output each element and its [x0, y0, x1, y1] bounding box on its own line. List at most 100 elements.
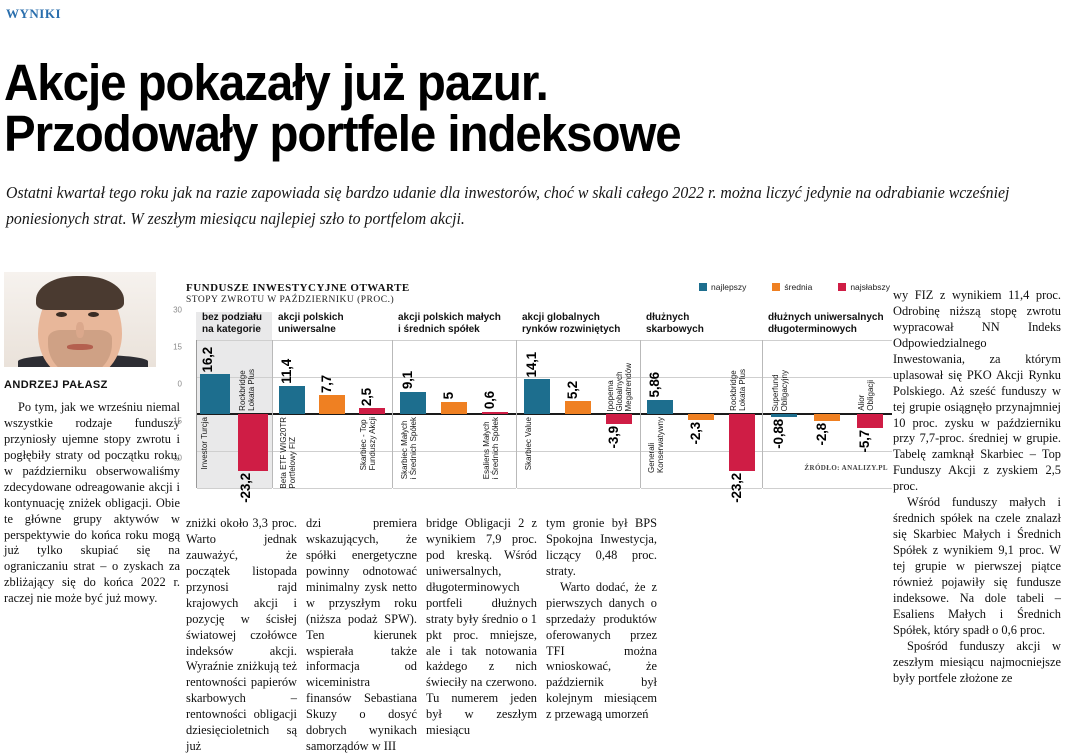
legend-item-najsłabszy: najsłabszy	[838, 282, 890, 292]
chart-group-label-line: akcji polskich małych	[398, 312, 501, 323]
chart-axis-box	[516, 340, 640, 489]
chart-bar-slot: 5,2	[557, 340, 598, 488]
chart-bar-series-label-line: Portfelowy FIZ	[287, 437, 297, 489]
chart-bar-series-label-line: Megatrendów	[624, 362, 634, 411]
y-axis-tick: 30	[173, 305, 182, 315]
chart-bar-slot: 0,6 Esaliens Małych i Średnich Spółek	[475, 340, 516, 488]
chart-gridline	[517, 340, 640, 341]
chart-group-label-line: długoterminowych	[768, 323, 857, 335]
chart-plot-area: bez podziału na kategorie 16,2 Investor Tur…	[196, 312, 892, 503]
chart-bar-slot: 9,1 Skarbiec Małych i Średnich Spółek	[392, 340, 433, 488]
chart-bars: 9,1 Skarbiec Małych i Średnich Spółek 5 0,6 E…	[392, 340, 516, 488]
chart-bar-series-label: Rockbridge Lokata Plus	[729, 369, 748, 411]
chart-axis-box	[392, 340, 516, 489]
photo-hair	[36, 276, 124, 310]
y-axis-tick: 0	[177, 379, 182, 389]
chart-bar-value: 5,86	[647, 372, 663, 398]
chart-bar-series-label: Esaliens Małych i Średnich Spółek	[482, 417, 501, 480]
chart-group-label: bez podziału na kategorie	[196, 312, 272, 340]
chart-gridline	[517, 451, 640, 452]
chart-group-plot: -0,88 Superfund Obligacyjny -2,8 -5,7 Alior Ob…	[762, 340, 892, 489]
chart-bars: 5,86 Generali Konserwatywny -2,3 -23,2 Rockbr…	[640, 340, 762, 503]
chart-gridline	[273, 488, 392, 489]
chart-gridline	[393, 488, 516, 489]
chart-zero-line	[763, 413, 892, 415]
chart-bar	[688, 414, 714, 420]
chart-bar	[813, 414, 840, 421]
chart-gridline	[197, 451, 272, 452]
chart-source: ŹRÓDŁO: ANALIZY.PL	[804, 464, 888, 472]
section-kicker: WYNIKI	[6, 6, 62, 21]
chart-bar-slot: 14,1 Skarbiec Value	[516, 340, 557, 488]
chart-subtitle: STOPY ZWROTU W PAŹDZIERNIKU (PROC.)	[186, 295, 395, 305]
chart-bar	[857, 414, 884, 429]
chart-group-plot: 14,1 Skarbiec Value 5,2 -3,9 Ipopema Globalny…	[516, 340, 640, 489]
chart-axis-box	[196, 340, 272, 489]
chart-bar-value: -0,88	[770, 418, 786, 449]
chart-bar-series-label: Skarbiec Value	[523, 417, 534, 471]
chart-bar-slot: -3,9 Ipopema Globalnych Megatrendów	[599, 340, 640, 488]
chart-bar-series-label-line: Konserwatywny	[656, 417, 666, 474]
chart-axis-box	[640, 340, 762, 489]
chart-group-label-line: bez podziału	[202, 312, 262, 323]
chart-bar-slot: 16,2 Investor Turcja	[196, 340, 234, 488]
chart-group-label-line: i średnich spółek	[398, 323, 480, 335]
legend-label: najsłabszy	[850, 282, 890, 292]
chart-gridline	[197, 340, 272, 341]
chart-bar-value: 14,1	[523, 351, 539, 378]
chart-bar	[399, 391, 426, 414]
paragraph: Warto dodać, że z pierwszych danych o sp…	[546, 579, 657, 722]
chart-bar-slot: 7,7	[312, 340, 352, 488]
chart-y-axis: 30 15 0 -15 -30	[160, 306, 184, 463]
chart-group-label-line: uniwersalne	[278, 323, 336, 335]
chart-bar	[482, 411, 509, 414]
chart-bars: 11,4 Beta ETF WIG20TR Portfelowy FIZ 7,7 2,5…	[272, 340, 392, 489]
legend-swatch-icon	[772, 283, 781, 291]
chart-bar-slot: 11,4 Beta ETF WIG20TR Portfelowy FIZ	[272, 340, 312, 489]
chart-bar	[647, 399, 674, 414]
chart-group-label: dłużnych skarbowych	[640, 312, 762, 340]
chart-zero-line	[393, 413, 516, 415]
photo-eye-right	[88, 312, 99, 317]
chart-group-label-line: dłużnych uniwersalnych	[768, 312, 884, 323]
article-column-5: tym gronie był BPS Spokojna Inwestycja, …	[546, 516, 657, 723]
chart-group-label-line: skarbowych	[646, 323, 704, 335]
chart-bar-slot: -2,8	[805, 340, 848, 488]
chart-bar-value: -5,7	[857, 430, 873, 453]
chart-bar-value: -2,8	[813, 422, 829, 446]
chart-bar-series-label-line: Lokata Plus	[737, 369, 747, 411]
y-axis-tick: 15	[173, 342, 182, 352]
chart-bar-slot: 5	[433, 340, 474, 488]
paragraph: Po tym, jak we wrześniu niemal wszystkie…	[4, 400, 180, 606]
chart-bar-series-label: Skarbiec - Top Funduszy Akcji	[359, 417, 378, 470]
chart-zero-line	[273, 413, 392, 415]
legend-item-najlepszy: najlepszy	[698, 282, 746, 292]
article-column-2: zniżki około 3,3 proc. Warto jednak zauw…	[186, 516, 297, 755]
chart-bars: 14,1 Skarbiec Value 5,2 -3,9 Ipopema Globalny…	[516, 340, 640, 488]
chart-bar-value: 5,2	[564, 381, 580, 400]
chart-bar-series-label: Investor Turcja	[200, 417, 210, 470]
chart-bar-value: -3,9	[606, 425, 622, 449]
chart-group-label: dłużnych uniwersalnych długoterminowych	[762, 312, 892, 340]
legend-item-średnia: średnia	[772, 282, 812, 292]
chart-bar-series-label-line: Investor Turcja	[200, 417, 209, 470]
chart-bar-series-label-line: Skarbiec Value	[523, 417, 533, 471]
chart-bar-value: 9,1	[399, 371, 415, 390]
chart-bar-slot: -23,2 Rockbridge Lokata Plus	[721, 340, 762, 503]
chart-bar	[200, 374, 230, 414]
chart-group-label: akcji polskich małych i średnich spółek	[392, 312, 516, 340]
chart-bar-series-label-line: Lokata Plus	[246, 369, 256, 411]
chart-bar-series-label-line: i Średnich Spółek	[491, 417, 501, 480]
chart-bars: -0,88 Superfund Obligacyjny -2,8 -5,7 Alior Ob…	[762, 340, 892, 488]
page-title-line-1: Akcje pokazały już pazur.	[4, 54, 549, 112]
chart-bar	[770, 414, 797, 417]
chart-bar-value: 7,7	[319, 374, 334, 394]
chart-gridline	[763, 488, 892, 489]
page-title: Akcje pokazały już pazur. Przodowały port…	[4, 54, 985, 159]
author-photo: FOT. A. BOGACZ	[4, 272, 156, 367]
chart-axis-box	[762, 340, 892, 489]
legend-label: średnia	[784, 282, 813, 292]
chart-group-plot: 16,2 Investor Turcja -23,2 Rockbridge Lokata…	[196, 340, 272, 503]
chart-group-label: akcji globalnych rynków rozwiniętych	[516, 312, 640, 340]
chart-legend: najlepszy średnia najsłabszy	[698, 282, 890, 292]
